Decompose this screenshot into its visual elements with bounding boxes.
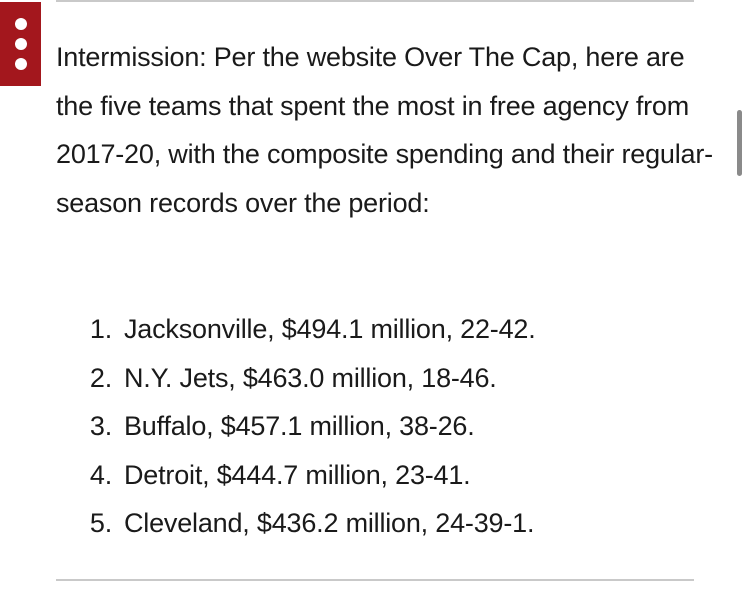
list-item-number: 3.: [89, 411, 112, 441]
list-item-number: 5.: [89, 508, 112, 538]
list-item-text: N.Y. Jets, $463.0 million, 18-46.: [124, 362, 497, 393]
more-vertical-icon: [14, 38, 27, 50]
list-item-text: Buffalo, $457.1 million, 38-26.: [124, 411, 475, 441]
list-item-text: Jacksonville, $494.1 million, 22-42.: [124, 314, 536, 344]
more-vertical-icon: [14, 58, 27, 70]
more-vertical-icon: [14, 18, 27, 30]
list-item-number: 1.: [89, 314, 112, 344]
list-item-text: Detroit, $444.7 million, 23-41.: [124, 459, 471, 490]
list-item-text: Cleveland, $436.2 million, 24-39-1.: [124, 508, 535, 538]
list-item-number: 2.: [89, 362, 112, 393]
intro-paragraph: Intermission: Per the website Over The C…: [56, 42, 713, 218]
team-spending-list: 1. Jacksonville, $494.1 million, 22-42. …: [56, 305, 696, 548]
list-item: 2. N.Y. Jets, $463.0 million, 18-46.: [56, 354, 696, 403]
list-item: 1. Jacksonville, $494.1 million, 22-42.: [56, 305, 696, 354]
scrollbar-thumb[interactable]: [737, 110, 742, 176]
more-options-button[interactable]: [0, 2, 41, 86]
top-divider: [56, 0, 694, 2]
list-item: 4. Detroit, $444.7 million, 23-41.: [56, 451, 696, 500]
bottom-divider: [56, 579, 694, 581]
list-item: 3. Buffalo, $457.1 million, 38-26.: [56, 402, 696, 451]
list-item: 5. Cleveland, $436.2 million, 24-39-1.: [56, 499, 696, 548]
list-item-number: 4.: [89, 459, 112, 490]
